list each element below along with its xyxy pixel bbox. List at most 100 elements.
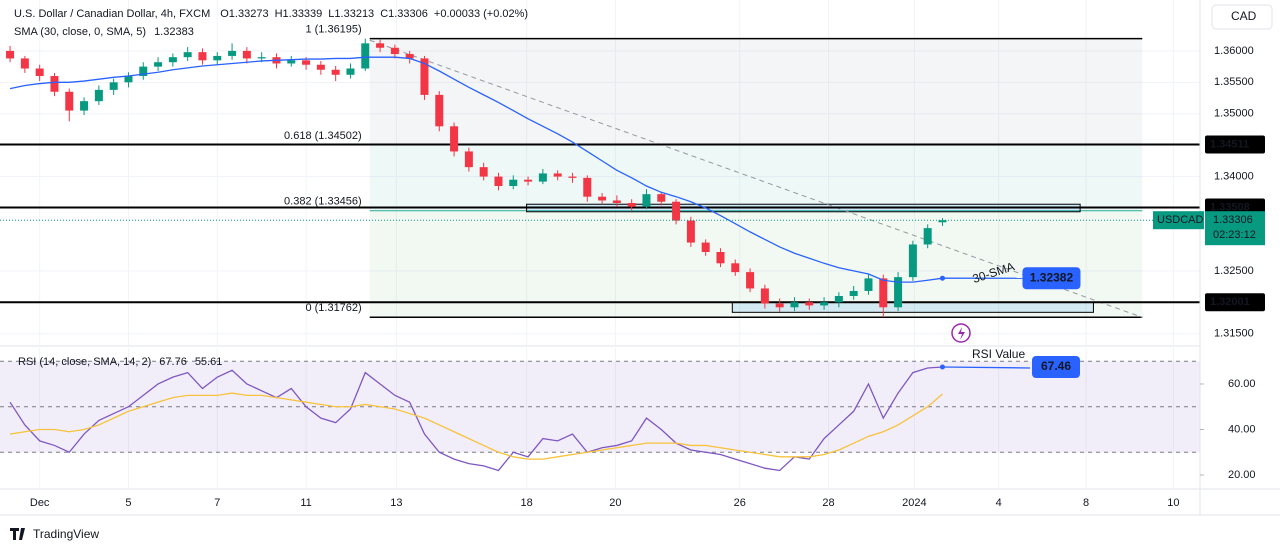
currency[interactable]: CAD (1231, 9, 1257, 23)
candle-body (213, 55, 222, 61)
candle-body (20, 58, 29, 69)
chart-title: U.S. Dollar / Canadian Dollar, 4h, FXCM (14, 8, 210, 20)
legend-entry: SMA (30, close, 0, SMA, 5) (14, 26, 146, 38)
currency-button[interactable] (1211, 4, 1273, 30)
fib-zone (369, 38, 1143, 146)
candle-body (657, 194, 666, 202)
candle-body (538, 173, 547, 182)
candle-body (524, 179, 533, 182)
trendline (369, 39, 1143, 318)
candle-body (287, 60, 296, 64)
fib-label: 0.382 (1.33456) (284, 196, 362, 208)
candle-body (390, 47, 399, 55)
candle-body (820, 302, 829, 306)
x-tick-label: 5 (125, 497, 131, 509)
candle-body (642, 194, 651, 207)
candle-body (672, 201, 681, 221)
symbol: USDCAD (1157, 214, 1204, 226)
ohlc-value: C1.33306 (380, 8, 428, 20)
y-tick-label: 1.34000 (1214, 170, 1254, 182)
annotation-arrow (942, 366, 1031, 369)
x-tick-label: Dec (30, 497, 50, 509)
fib-zone (369, 145, 1143, 211)
rsi-line (9, 392, 943, 460)
fib-zone (369, 210, 1143, 318)
zone-box (731, 301, 1094, 313)
x-tick-label: 10 (1167, 497, 1179, 509)
candle-body (435, 94, 444, 127)
annotation-value: 67.46 (1041, 359, 1071, 373)
candle-body (257, 57, 266, 59)
level-label: 1.33508 (1210, 201, 1250, 213)
level-badge (1205, 293, 1265, 312)
event-icon[interactable] (951, 323, 971, 343)
x-tick-label: 7 (214, 497, 220, 509)
candle-body (627, 202, 636, 207)
candle-body (154, 62, 163, 67)
y-tick-label: 20.00 (1228, 469, 1256, 481)
rsi-title: RSI (14, close, SMA, 14, 2) (18, 356, 151, 368)
annotation-badge (1022, 267, 1081, 290)
y-tick-label: 1.35500 (1214, 76, 1254, 88)
y-tick-label: 1.35000 (1214, 108, 1254, 120)
candle-body (464, 151, 473, 168)
candle-body (716, 251, 725, 264)
fib-label: 1 (1.36195) (305, 24, 361, 36)
candle-body (50, 76, 59, 92)
y-tick-label: 1.32500 (1214, 265, 1254, 277)
candle-body (316, 64, 325, 70)
legend-value: 1.32383 (154, 26, 194, 38)
ohlc-value: O1.33273 (220, 8, 268, 20)
x-tick-label: 28 (822, 497, 834, 509)
y-tick-label: 1.36000 (1214, 45, 1254, 57)
y-tick-label: 60.00 (1228, 378, 1256, 390)
candle-body (553, 173, 562, 177)
annotation-dot (939, 364, 945, 370)
candle-body (35, 68, 44, 77)
candle-body (760, 288, 769, 304)
countdown: 02:23:12 (1213, 229, 1256, 241)
candle-body (938, 220, 947, 223)
candle-body (346, 68, 355, 75)
candle-body (894, 277, 903, 308)
candle-body (109, 82, 118, 90)
candle-body (228, 50, 237, 56)
ohlc-value: H1.33339 (275, 8, 323, 20)
candle-body (834, 295, 843, 303)
y-tick-label: 40.00 (1228, 423, 1256, 435)
candle-body (701, 242, 710, 252)
candle-body (805, 302, 814, 306)
candle-body (864, 278, 873, 291)
y-tick-label: 1.31500 (1214, 328, 1254, 340)
annotation-badge (1032, 355, 1080, 378)
x-tick-label: 2024 (902, 497, 926, 509)
level-label: 1.32001 (1210, 296, 1250, 308)
x-tick-label: 26 (734, 497, 746, 509)
level-badge (1205, 135, 1265, 154)
annotation-text: RSI Value (972, 347, 1025, 361)
candle-body (849, 290, 858, 296)
rsi-legend-value: 55.61 (195, 356, 223, 368)
candle-body (879, 278, 888, 308)
logo (10, 528, 25, 540)
candle-body (124, 76, 133, 83)
branding: TradingView (33, 527, 99, 541)
candle-body (568, 176, 577, 178)
candle-body (583, 177, 592, 197)
candle-body (686, 220, 695, 243)
candle-body (361, 43, 370, 69)
candle-body (923, 228, 932, 245)
annotation-value: 1.32382 (1030, 270, 1074, 284)
level-label: 1.34511 (1210, 138, 1249, 150)
rsi-line (9, 366, 943, 472)
candle-body (183, 52, 192, 58)
candle-body (479, 167, 488, 177)
fib-label: 0 (1.31762) (305, 302, 361, 314)
candle-body (168, 57, 177, 63)
candle-body (598, 196, 607, 201)
candle-body (790, 302, 799, 308)
candle-body (94, 89, 103, 102)
x-tick-label: 11 (300, 497, 311, 509)
